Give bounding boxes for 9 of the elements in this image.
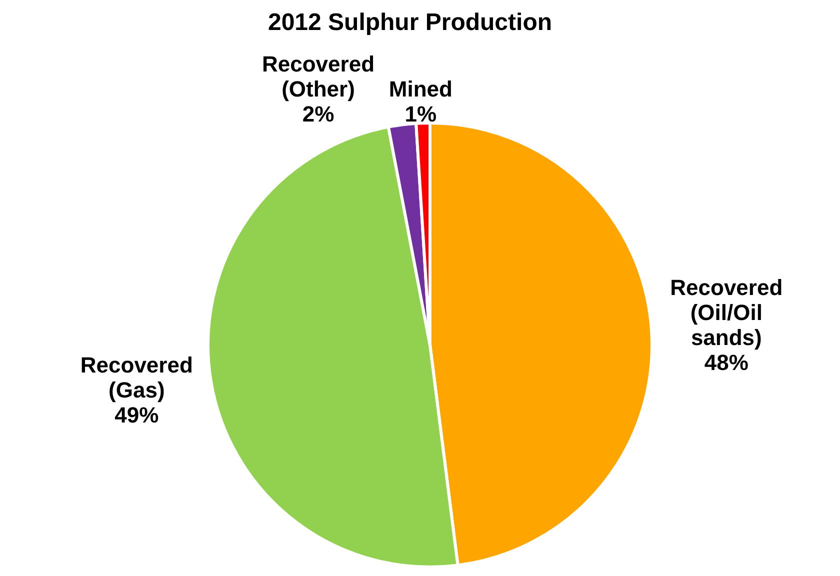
data-label: 2%	[302, 102, 334, 127]
data-label: 48%	[704, 350, 748, 376]
slice-label: Mined	[388, 76, 452, 102]
slice-label: Recovered (Oil/Oil sands)	[670, 275, 783, 350]
data-label: 49%	[114, 402, 159, 428]
slice-label: Recovered (Gas)	[80, 352, 193, 403]
slice-label: Recovered (Other)	[262, 52, 375, 102]
data-label: 1%	[404, 102, 437, 127]
chart-title: 2012 Sulphur Production	[268, 9, 552, 36]
